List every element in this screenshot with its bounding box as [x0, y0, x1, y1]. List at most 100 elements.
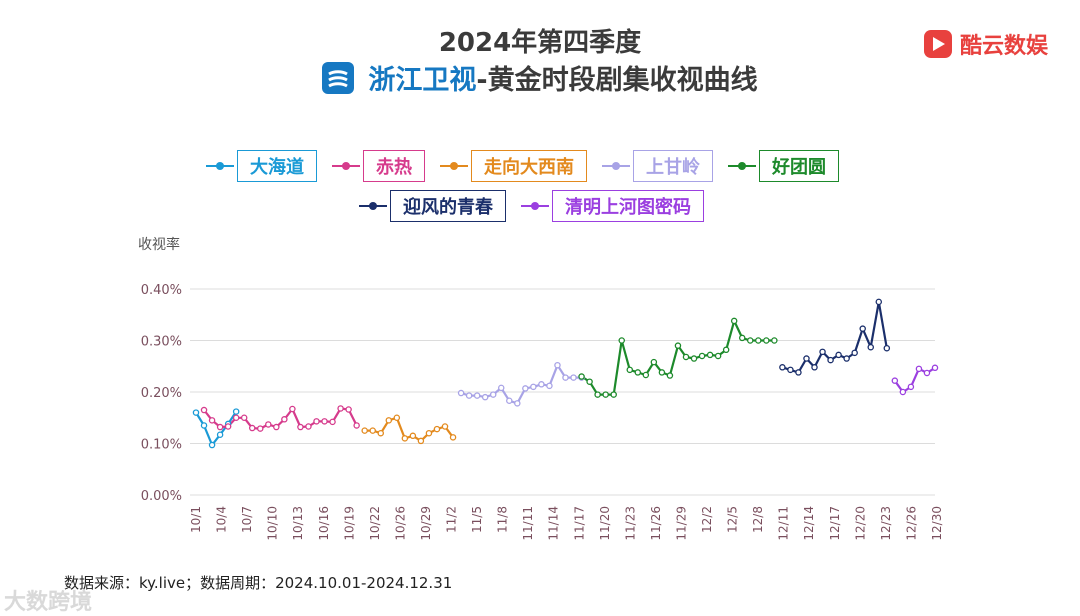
data-point: [755, 337, 762, 344]
x-tick-label: 11/29: [674, 506, 688, 541]
series-line-5: [782, 300, 888, 374]
x-tick-label: 12/26: [904, 506, 918, 541]
y-tick-label: 0.40%: [141, 283, 182, 298]
series-line-2: [364, 416, 454, 442]
data-point: [417, 437, 425, 445]
zhejiang-tv-logo-icon: [322, 62, 355, 94]
y-axis-label: 收视率: [138, 236, 180, 253]
data-point: [385, 417, 393, 424]
data-point: [297, 423, 304, 431]
data-point: [465, 392, 473, 399]
data-point: [538, 381, 545, 388]
data-point: [658, 369, 666, 376]
x-tick-label: 12/5: [726, 506, 740, 533]
data-point: [313, 418, 320, 425]
data-point: [257, 425, 264, 432]
data-point: [232, 408, 240, 415]
data-point: [449, 434, 457, 441]
data-point: [473, 392, 481, 399]
data-point: [530, 383, 537, 391]
data-point: [216, 431, 224, 438]
data-point: [586, 378, 593, 385]
y-tick-label: 0.20%: [141, 386, 182, 401]
data-point: [706, 351, 714, 359]
legend-marker-icon: [521, 202, 549, 210]
data-point: [489, 391, 497, 398]
legend: 迎风的青春 清明上河图密码: [358, 190, 704, 222]
data-point: [602, 391, 609, 398]
data-point: [240, 414, 248, 421]
data-point: [409, 432, 417, 440]
x-tick-label: 11/8: [496, 506, 510, 533]
data-point: [562, 374, 569, 381]
data-point: [200, 406, 208, 414]
legend-item: 走向大西南: [439, 150, 587, 182]
data-point: [642, 371, 650, 379]
data-point: [891, 377, 899, 384]
play-icon: [923, 30, 952, 58]
data-point: [393, 414, 401, 421]
x-tick-label: 10/7: [240, 506, 254, 533]
data-point: [819, 348, 826, 356]
x-tick-label: 11/20: [598, 506, 612, 541]
watermark: 大数跨境: [4, 590, 93, 615]
data-point: [232, 414, 240, 421]
legend-item: 好团圆: [727, 150, 839, 182]
data-point: [361, 427, 368, 434]
legend-marker-icon: [359, 202, 387, 210]
legend-marker-icon: [728, 162, 756, 170]
data-point: [353, 422, 360, 429]
legend-marker-icon: [440, 162, 468, 170]
data-point: [441, 423, 449, 430]
data-point: [626, 366, 634, 374]
data-point: [843, 355, 850, 362]
data-point: [851, 349, 858, 357]
data-point: [690, 355, 698, 362]
data-point: [666, 372, 674, 379]
data-point: [763, 337, 770, 344]
series-line-0: [195, 410, 238, 447]
x-tick-label: 12/17: [828, 506, 842, 541]
legend-item: 清明上河图密码: [520, 190, 704, 222]
data-point: [514, 400, 521, 407]
data-point: [779, 364, 786, 371]
data-point: [329, 418, 336, 426]
brand-name: 酷云数娱: [959, 34, 1048, 59]
x-tick-label: 10/19: [342, 506, 356, 541]
data-point: [787, 366, 794, 374]
data-point: [224, 423, 232, 430]
data-point: [899, 388, 907, 396]
data-point: [859, 325, 866, 332]
legend-label: 大海道: [237, 150, 317, 182]
x-tick-label: 11/14: [547, 506, 561, 541]
data-point: [377, 429, 384, 437]
data-point: [747, 337, 754, 344]
data-point: [273, 423, 280, 431]
data-point: [208, 417, 216, 424]
data-point: [803, 355, 810, 362]
data-point: [321, 418, 328, 425]
data-point: [345, 406, 352, 413]
series-line-4: [581, 319, 775, 396]
y-tick-label: 0.00%: [141, 489, 182, 504]
data-point: [481, 393, 489, 401]
x-tick-label: 10/29: [419, 506, 433, 541]
legend-item: 迎风的青春: [358, 190, 506, 222]
legend-label: 赤热: [363, 150, 425, 182]
legend-label: 上甘岭: [633, 150, 713, 182]
x-tick-label: 11/2: [445, 506, 459, 533]
data-point: [594, 391, 601, 398]
x-tick-label: 11/26: [649, 506, 663, 541]
data-point: [506, 397, 513, 405]
data-point: [200, 422, 208, 429]
chart-title-line1: 2024年第四季度: [438, 28, 642, 58]
data-point: [546, 382, 553, 390]
y-tick-label: 0.30%: [141, 335, 182, 350]
x-tick-label: 11/23: [623, 506, 637, 541]
data-point: [554, 361, 561, 369]
x-tick-label: 10/1: [189, 506, 203, 533]
chart-title-line2: 浙江卫视-黄金时段剧集收视曲线: [0, 58, 1080, 97]
legend-item: 大海道: [205, 150, 317, 182]
data-point: [522, 385, 529, 392]
data-point: [578, 373, 585, 380]
